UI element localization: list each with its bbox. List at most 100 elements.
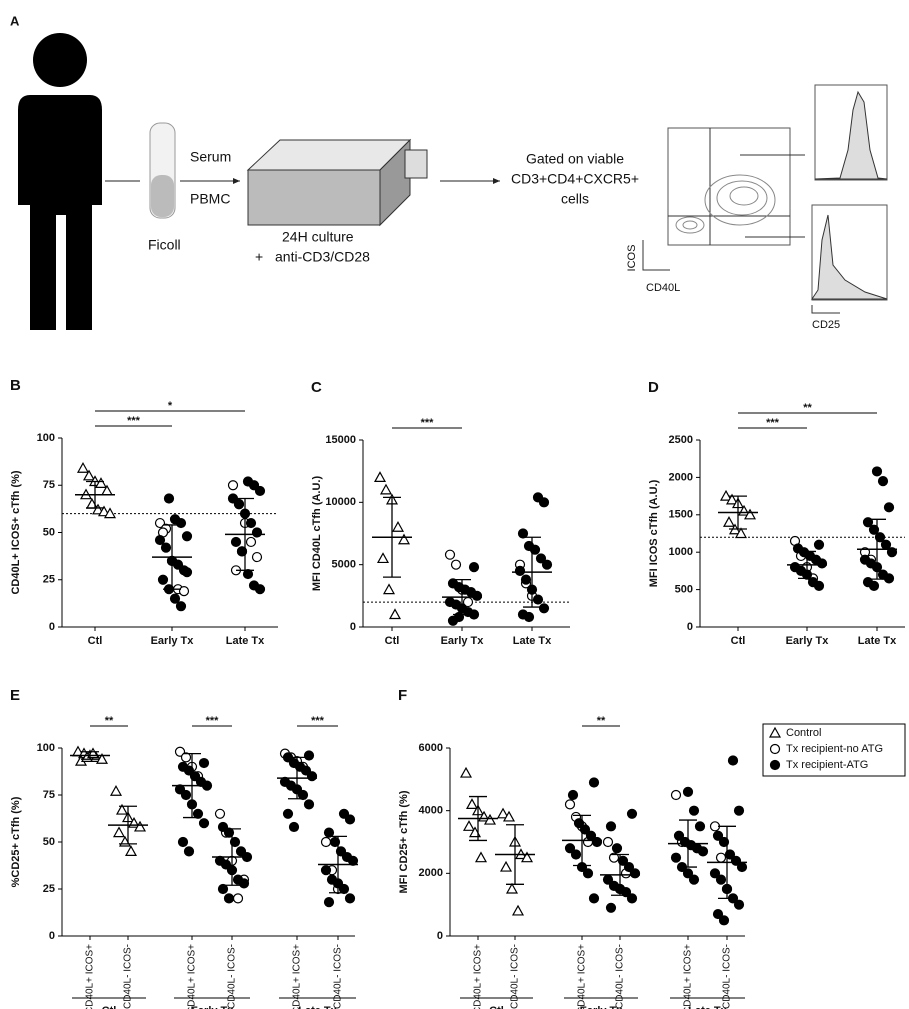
y-tick-label: 1000 — [669, 546, 693, 558]
point — [91, 503, 105, 515]
significance-label: * — [168, 400, 173, 412]
point — [496, 807, 510, 819]
panel-label: C — [311, 379, 322, 396]
point — [868, 524, 880, 535]
legend-label: Tx recipient-ATG — [786, 759, 868, 771]
panel-label: B — [10, 377, 21, 394]
point — [564, 799, 576, 810]
point — [483, 813, 497, 825]
significance-label: *** — [127, 415, 141, 427]
point — [605, 902, 617, 913]
x-tick-label: CD40L- ICOS- — [333, 944, 344, 1009]
point — [133, 820, 147, 832]
y-tick-label: 2500 — [669, 434, 693, 446]
point — [694, 821, 706, 832]
point — [588, 777, 600, 788]
point — [282, 808, 294, 819]
point — [462, 820, 476, 831]
x-tick-label: CD40L+ ICOS+ — [683, 944, 694, 1009]
point — [76, 462, 90, 473]
x-tick-label: CD40L- ICOS- — [227, 944, 238, 1009]
point — [227, 480, 239, 491]
point — [874, 532, 886, 543]
y-tick-label: 0 — [687, 621, 693, 633]
y-tick-label: 100 — [37, 742, 55, 754]
point — [382, 583, 396, 595]
x-tick-label: Early Tx — [441, 635, 485, 647]
significance-label: ** — [105, 715, 114, 727]
y-axis-label: CD40L+ ICOS+ cTfh (%) — [10, 470, 22, 594]
point — [175, 517, 187, 529]
person-body — [18, 95, 102, 330]
point — [251, 527, 263, 538]
y-tick-label: 50 — [43, 526, 55, 538]
point — [813, 539, 825, 550]
y-tick-label: 5000 — [332, 559, 356, 571]
y-tick-label: 0 — [49, 930, 55, 942]
point — [379, 483, 393, 495]
point — [538, 603, 550, 614]
arrowhead — [493, 178, 500, 184]
y-tick-label: 50 — [43, 836, 55, 848]
histogram-curve — [814, 90, 888, 180]
point — [529, 544, 541, 555]
point — [623, 861, 635, 873]
point — [608, 852, 620, 863]
point — [297, 789, 309, 801]
point — [163, 493, 175, 504]
point — [588, 893, 600, 904]
point — [517, 528, 529, 539]
point — [712, 830, 724, 841]
point — [743, 508, 757, 520]
group-label: Early Tx — [580, 1005, 624, 1009]
point — [157, 574, 169, 585]
group-label: Ctl — [102, 1005, 117, 1009]
point — [514, 565, 526, 577]
point — [502, 810, 516, 822]
axis-arrows — [642, 240, 670, 271]
point — [769, 743, 781, 755]
point — [175, 601, 187, 612]
point — [154, 534, 166, 546]
panel-label: E — [10, 687, 20, 704]
point — [444, 549, 456, 560]
y-tick-label: 0 — [49, 621, 55, 633]
x-tick-label: Ctl — [88, 635, 103, 647]
x-tick-label: CD40L+ ICOS+ — [577, 944, 588, 1009]
point — [180, 789, 192, 801]
y-tick-label: 0 — [350, 621, 356, 633]
flask-side — [379, 138, 411, 227]
point — [768, 726, 782, 738]
x-tick-label: CD40L- ICOS- — [123, 944, 134, 1009]
significance-label: ** — [803, 402, 812, 414]
stim-label: anti-CD3/CD28 — [275, 249, 370, 265]
point — [376, 552, 390, 564]
y-axis-label: MFI CD25+ cTfh (%) — [398, 790, 410, 893]
legend-label: Control — [786, 727, 821, 739]
point — [82, 469, 96, 481]
point — [709, 868, 721, 879]
point — [532, 594, 544, 605]
point — [232, 893, 244, 904]
point — [320, 836, 332, 848]
cd40l-label: CD40L — [646, 282, 680, 294]
y-tick-label: 75 — [43, 479, 55, 491]
point — [320, 865, 332, 876]
x-tick-label: Late Tx — [858, 635, 897, 647]
point — [109, 785, 123, 796]
y-tick-label: 100 — [37, 432, 55, 444]
pbmc-label: PBMC — [190, 191, 230, 207]
point — [582, 868, 594, 879]
person-head — [33, 33, 87, 87]
point — [233, 499, 245, 510]
point — [520, 574, 532, 585]
point — [183, 846, 195, 857]
point — [245, 517, 257, 529]
group-label: Late Tx — [298, 1005, 337, 1009]
point — [169, 593, 181, 604]
y-tick-label: 500 — [675, 584, 693, 596]
point — [629, 868, 641, 879]
point — [160, 542, 172, 553]
point — [883, 502, 895, 513]
point — [303, 750, 315, 761]
